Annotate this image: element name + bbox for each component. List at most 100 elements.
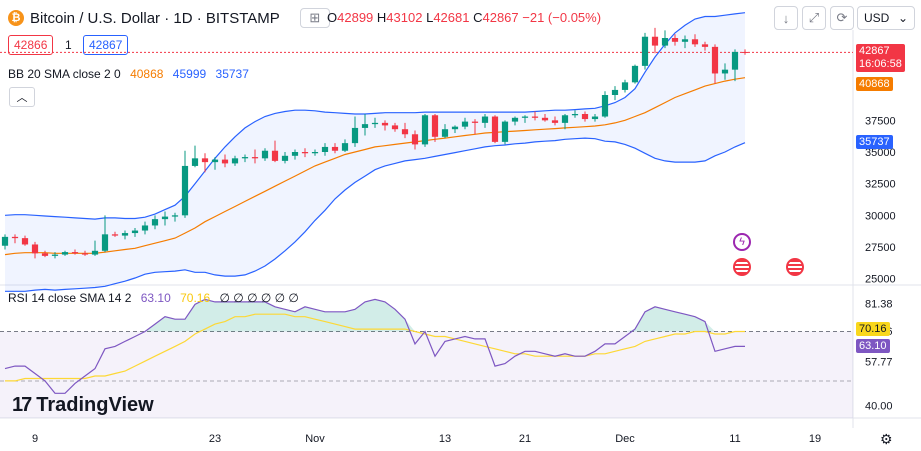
candle-body (701, 44, 709, 47)
refresh-icon[interactable]: ⟳ (830, 6, 854, 30)
candle-body (731, 51, 739, 70)
candle-body (141, 225, 149, 231)
candle-body (451, 126, 459, 130)
candle-body (461, 121, 469, 127)
candle-body (511, 117, 519, 122)
bb-band-fill (5, 12, 745, 292)
candle-body (151, 219, 159, 226)
buy-button[interactable]: 42867 (83, 35, 129, 55)
bb-legend[interactable]: BB 20 SMA close 2 0 40868 45999 35737 (8, 67, 249, 81)
download-icon[interactable]: ↓ (774, 6, 798, 30)
candle-body (11, 236, 19, 239)
settings-gear-icon[interactable]: ⚙ (880, 431, 893, 447)
rsi-line (4, 298, 745, 394)
ohlc-change: −21 (−0.05%) (522, 10, 602, 25)
candle-body (1, 236, 9, 246)
time-tick-label: 19 (809, 433, 821, 445)
candle-body (41, 253, 49, 256)
candle-body (421, 115, 429, 145)
sell-price: 42866 (14, 38, 48, 52)
candle-body (481, 116, 489, 123)
candle-body (61, 252, 69, 255)
candle-body (391, 125, 399, 130)
candle-body (671, 38, 679, 42)
spread: 1 (65, 38, 72, 52)
currency-select[interactable]: USD ⌄ (857, 6, 915, 30)
lightning-event-icon[interactable]: ϟ (733, 233, 751, 251)
rsi-sma-line (5, 313, 745, 382)
candle-body (621, 82, 629, 90)
candle-body (81, 253, 89, 255)
candle-body (161, 216, 169, 220)
candle-body (581, 114, 589, 120)
candle-body (611, 89, 619, 95)
bb-basis-value: 40868 (130, 67, 164, 81)
candle-body (71, 252, 79, 254)
us-flag-event-icon[interactable] (786, 258, 804, 276)
candle-body (431, 115, 439, 137)
bb-label: BB 20 SMA close 2 0 (8, 67, 121, 81)
fullscreen-icon[interactable]: ⤢ (802, 6, 826, 30)
sell-button[interactable]: 42866 (8, 35, 54, 55)
price-tick-label: 37500 (865, 115, 896, 127)
candle-body (131, 230, 139, 234)
time-tick-label: 9 (32, 433, 38, 445)
tradingview-logo[interactable]: 17 TradingView (12, 394, 154, 417)
candle-body (191, 158, 199, 166)
rsi-sma-value: 70.16 (180, 291, 211, 305)
price-tick-label: 35000 (865, 147, 896, 159)
tradingview-mark-icon: 17 (12, 394, 32, 416)
candle-body (221, 159, 229, 164)
bitcoin-icon: ₿ (8, 10, 24, 26)
candle-body (561, 115, 569, 123)
candle-body (491, 116, 499, 142)
bb-lower-tag: 35737 (856, 135, 893, 149)
rsi-legend[interactable]: RSI 14 close SMA 14 2 63.10 70.16 ∅ ∅ ∅ … (8, 291, 299, 305)
candle-body (351, 127, 359, 144)
currency-label: USD (864, 11, 890, 25)
candle-body (211, 159, 219, 163)
symbol-menu-button[interactable]: ⊞ (299, 8, 330, 28)
candle-body (271, 150, 279, 161)
candle-body (371, 122, 379, 125)
candle-body (231, 158, 239, 164)
chevron-up-icon: ︿ (16, 92, 28, 104)
time-tick-label: Dec (615, 433, 635, 445)
rsi-sma-tag: 70.16 (856, 322, 890, 336)
candle-body (51, 254, 59, 256)
price-tick-label: 27500 (865, 242, 896, 254)
ohlc-high: H43102 (376, 10, 423, 25)
us-flag-event-icon[interactable] (733, 258, 751, 276)
candle-body (711, 46, 719, 74)
ohlc-open: O42899 (327, 10, 374, 25)
rsi-value: 63.10 (140, 291, 171, 305)
rsi-band-fill (0, 331, 853, 418)
time-tick-label: 23 (209, 433, 221, 445)
buy-price: 42867 (89, 38, 123, 52)
candle-body (651, 36, 659, 46)
candle-body (591, 116, 599, 120)
candle-body (641, 36, 649, 66)
rsi-tick-label: 81.38 (865, 298, 893, 310)
candle-body (181, 165, 189, 216)
candle-body (301, 152, 309, 154)
candle-body (721, 69, 729, 74)
candle-body (741, 51, 749, 53)
collapse-legend-button[interactable]: ︿ (9, 87, 35, 107)
candle-body (341, 143, 349, 151)
candle-body (601, 95, 609, 117)
candle-body (251, 157, 259, 159)
last-price: 42867 (859, 45, 890, 57)
time-tick-label: 13 (439, 433, 451, 445)
ohlc-readout: O42899 H43102 L42681 C42867 −21 (−0.05%) (327, 10, 601, 25)
candle-body (91, 250, 99, 255)
ohlc-close: C42867 (473, 10, 519, 25)
ohlc-low: L42681 (426, 10, 470, 25)
rsi-label: RSI 14 close SMA 14 2 (8, 291, 132, 305)
logo-text: TradingView (36, 394, 154, 416)
symbol-title[interactable]: ₿ Bitcoin / U.S. Dollar · 1D · BITSTAMP … (8, 8, 330, 28)
candle-body (111, 234, 119, 236)
candle-body (411, 134, 419, 145)
candle-body (681, 39, 689, 42)
